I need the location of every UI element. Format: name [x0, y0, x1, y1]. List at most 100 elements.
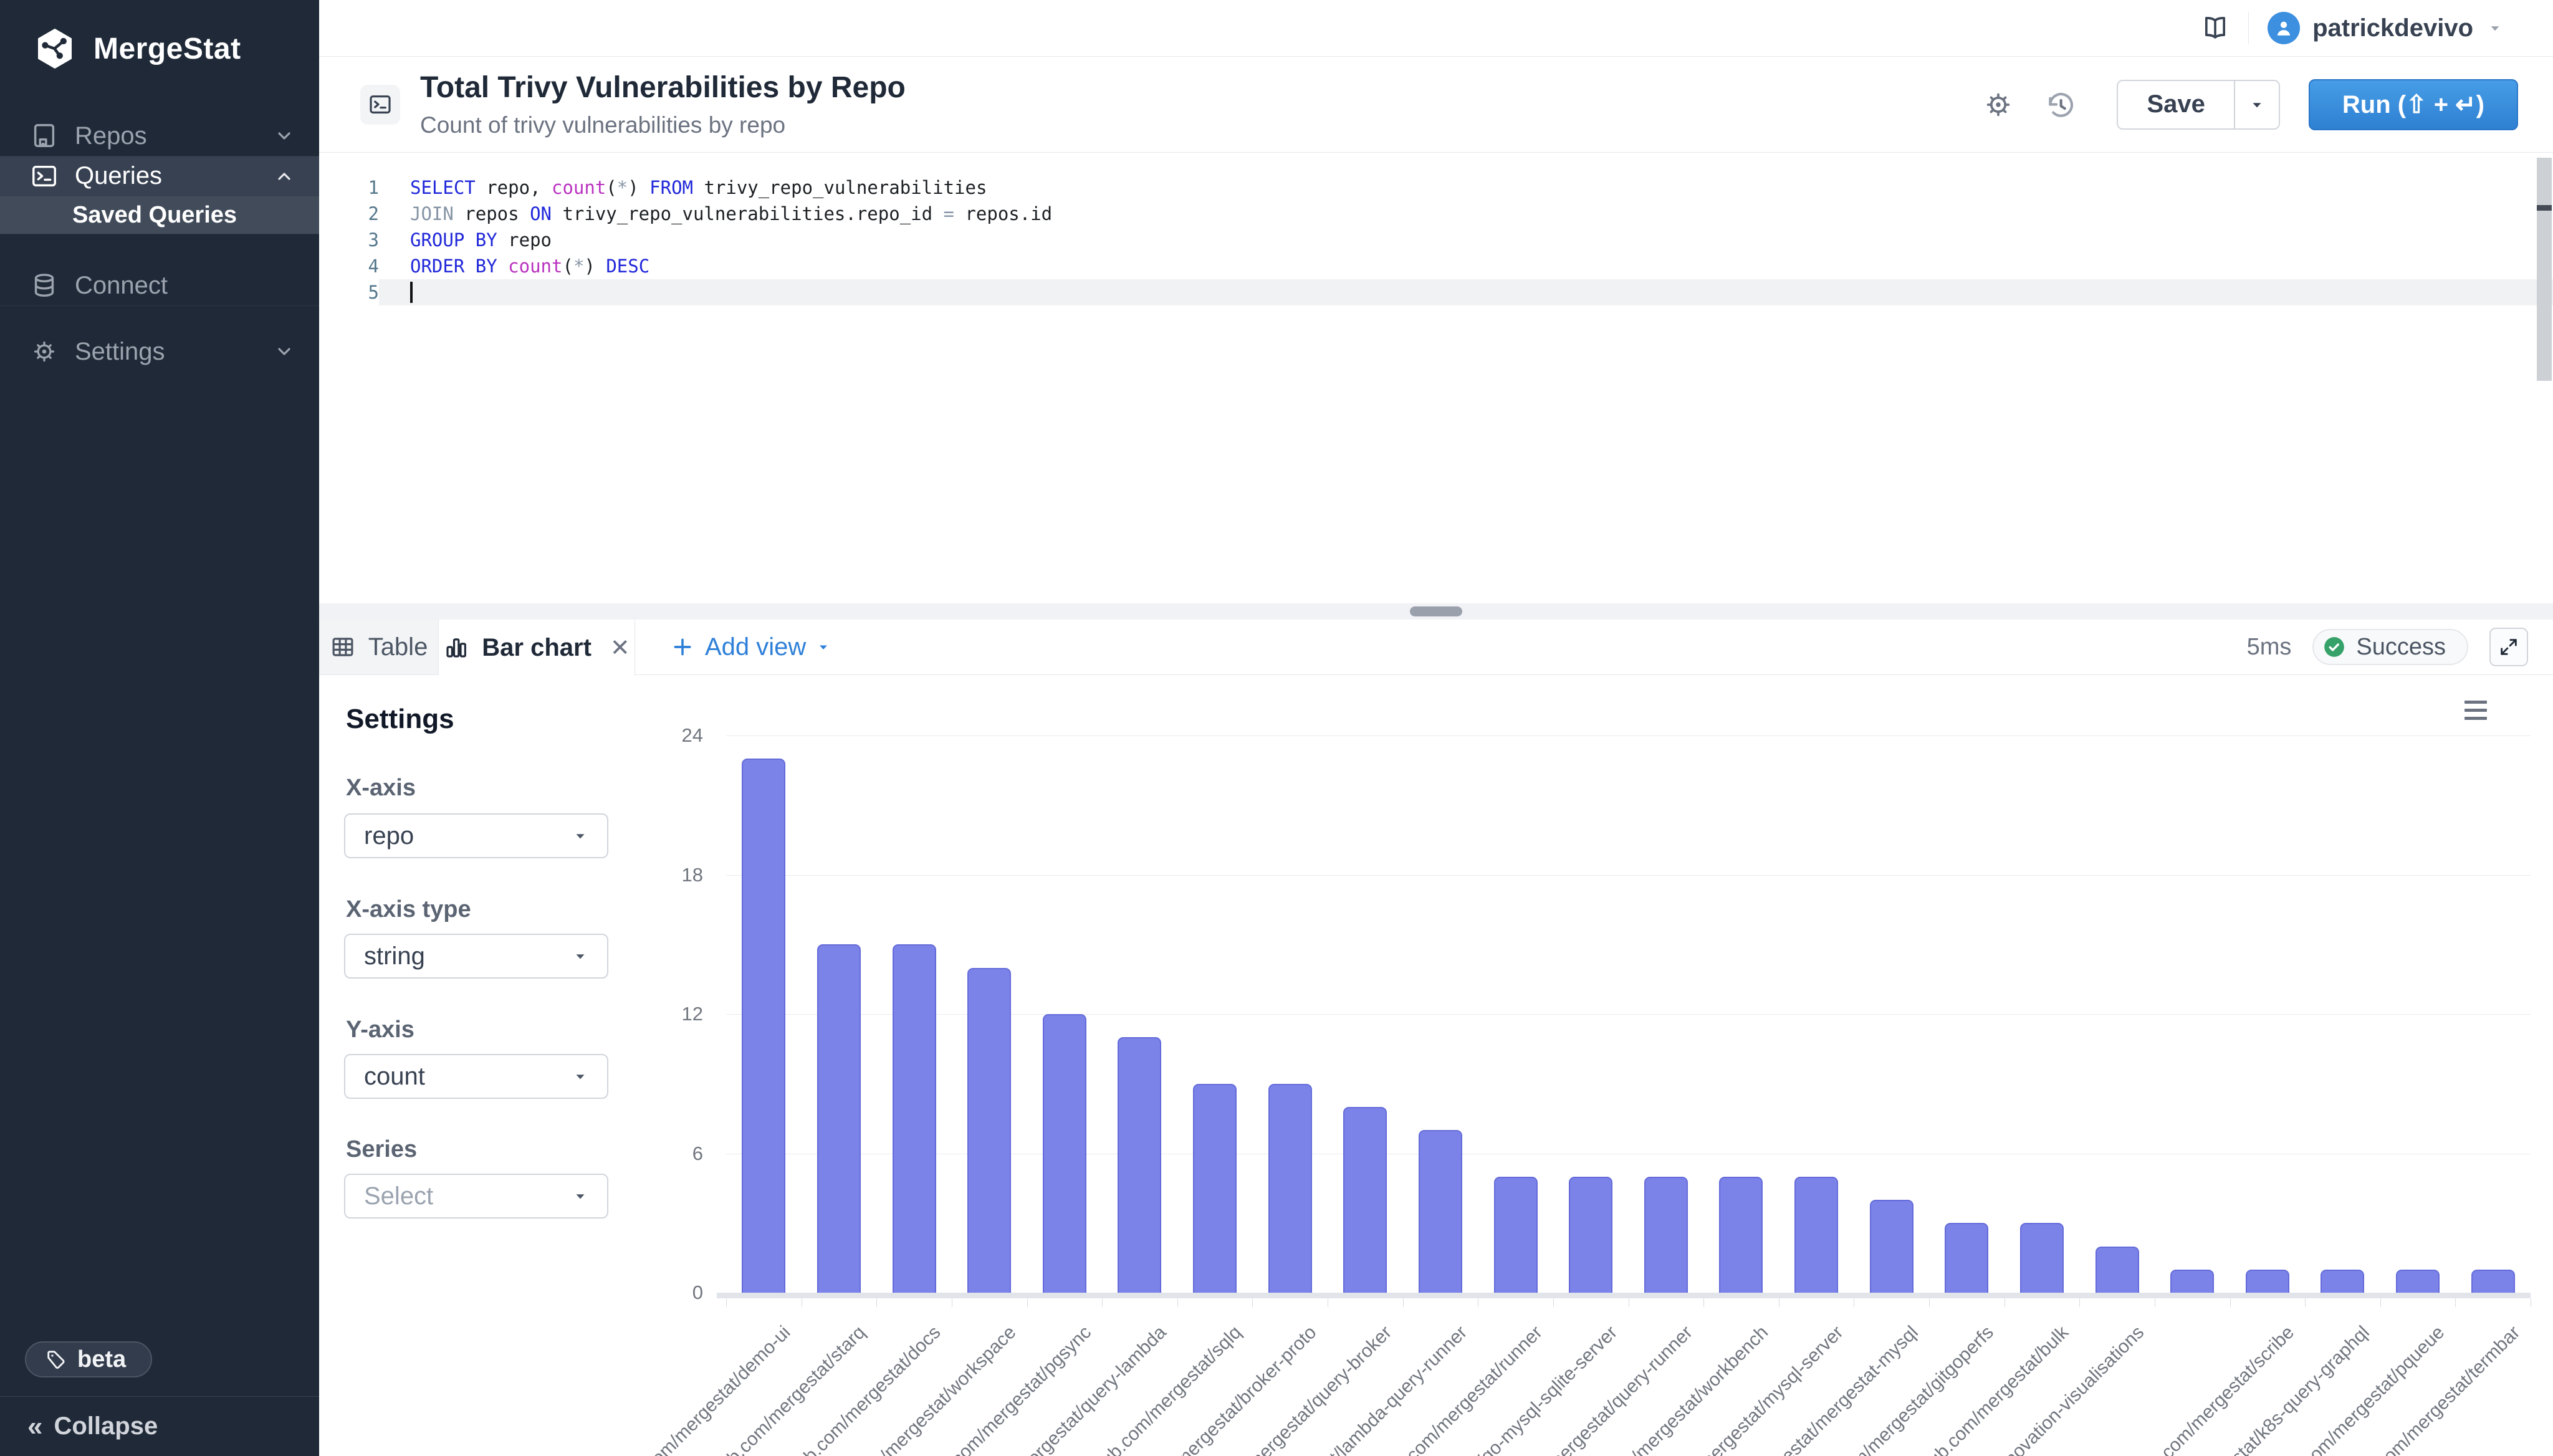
- bar: [1193, 1083, 1237, 1293]
- expand-results-button[interactable]: [2489, 628, 2528, 666]
- docs-book-icon[interactable]: [2201, 14, 2230, 42]
- logo[interactable]: MergeStat: [0, 0, 319, 71]
- query-history-button[interactable]: [2044, 89, 2077, 121]
- gridline: [726, 1014, 2531, 1015]
- editor-line[interactable]: 2 JOIN repos ON trivy_repo_vulnerabilitie…: [319, 201, 2553, 227]
- x-axis-tick: [2305, 1298, 2306, 1307]
- splitter-drag-handle[interactable]: [1410, 606, 1462, 616]
- x-axis-tick: [2230, 1298, 2231, 1307]
- sidebar-item-label: Connect: [75, 271, 168, 299]
- close-tab-icon[interactable]: ✕: [610, 635, 630, 661]
- username[interactable]: patrickdevivo: [2312, 14, 2473, 42]
- y-axis-select[interactable]: count: [344, 1054, 608, 1099]
- y-axis-tick-label: 6: [692, 1142, 703, 1164]
- table-icon: [330, 634, 356, 660]
- sidebar-item-saved-queries[interactable]: Saved Queries: [0, 196, 319, 234]
- logo-text: MergeStat: [93, 32, 241, 65]
- bar: [2095, 1246, 2139, 1293]
- chart-settings-panel: Settings X-axis repo X-axis type string …: [319, 675, 630, 1456]
- editor-line[interactable]: 3 GROUP BY repo: [319, 227, 2553, 253]
- divider: [2248, 12, 2249, 44]
- page-title: Total Trivy Vulnerabilities by Repo: [420, 71, 906, 104]
- beta-label: beta: [77, 1346, 127, 1372]
- editor-line[interactable]: 1 SELECT repo, count(*) FROM trivy_repo_v…: [319, 175, 2553, 201]
- bar: [1794, 1176, 1839, 1293]
- bar: [742, 759, 786, 1293]
- x-axis-type-select[interactable]: string: [344, 934, 608, 979]
- bar: [2019, 1223, 2064, 1293]
- save-button[interactable]: Save: [2118, 80, 2234, 128]
- run-button[interactable]: Run (⇧ + ↵): [2308, 79, 2518, 130]
- add-view-button[interactable]: Add view: [670, 620, 831, 674]
- query-terminal-icon: [360, 84, 400, 125]
- editor-scrollbar[interactable]: [2537, 158, 2552, 381]
- query-settings-button[interactable]: [1982, 89, 2014, 121]
- x-axis-type-label: X-axis type: [346, 896, 471, 922]
- query-duration: 5ms: [2246, 633, 2292, 660]
- series-label: Series: [346, 1136, 418, 1162]
- mergestat-logo-icon: [32, 26, 77, 71]
- chevron-down-icon: [274, 342, 294, 362]
- sidebar-item-queries[interactable]: Queries: [0, 156, 319, 196]
- gridline: [726, 735, 2531, 736]
- results-panel: Settings X-axis repo X-axis type string …: [319, 675, 2553, 1456]
- gridline: [726, 874, 2531, 876]
- database-icon: [30, 271, 59, 300]
- x-axis-tick: [1553, 1298, 1554, 1307]
- bar: [1644, 1176, 1688, 1293]
- bar: [1343, 1107, 1387, 1293]
- text-cursor: [410, 282, 413, 303]
- editor-scroll-marker: [2537, 205, 2552, 211]
- chart-menu-icon[interactable]: [2464, 701, 2487, 725]
- gear-icon: [30, 337, 59, 366]
- line-number: 2: [368, 203, 379, 224]
- editor-line[interactable]: 5: [319, 279, 2553, 305]
- y-axis-tick-label: 24: [681, 724, 703, 746]
- bar: [1268, 1083, 1312, 1293]
- line-number: 5: [368, 282, 379, 303]
- x-axis-tick: [876, 1298, 878, 1307]
- x-axis-tick: [1177, 1298, 1178, 1307]
- top-header: patrickdevivo: [319, 0, 2553, 57]
- settings-heading: Settings: [346, 704, 454, 734]
- code-text: [379, 279, 2553, 305]
- bar: [2396, 1269, 2440, 1293]
- select-caret-icon: [572, 828, 588, 844]
- sql-editor[interactable]: 1 SELECT repo, count(*) FROM trivy_repo_v…: [319, 153, 2553, 603]
- tag-icon: [45, 1348, 67, 1371]
- sidebar-item-settings[interactable]: Settings: [0, 332, 319, 371]
- bar: [1493, 1176, 1538, 1293]
- y-axis-tick-label: 0: [692, 1281, 703, 1303]
- editor-line[interactable]: 4 ORDER BY count(*) DESC: [319, 253, 2553, 279]
- plus-icon: [670, 635, 695, 659]
- save-menu-caret[interactable]: [2233, 80, 2279, 128]
- line-number: 1: [368, 177, 379, 198]
- status-badge: Success: [2312, 629, 2468, 665]
- series-select[interactable]: Select: [344, 1174, 608, 1219]
- panel-splitter[interactable]: [319, 603, 2553, 620]
- sidebar-item-label: Settings: [75, 337, 165, 365]
- sidebar-item-label: Repos: [75, 122, 147, 150]
- bar: [817, 944, 861, 1293]
- bar: [892, 944, 936, 1293]
- select-caret-icon: [572, 1068, 588, 1085]
- sidebar-item-label: Saved Queries: [72, 201, 237, 228]
- bar: [1418, 1130, 1462, 1293]
- select-caret-icon: [572, 948, 588, 964]
- repos-icon: [30, 122, 59, 150]
- bar: [1569, 1176, 1613, 1293]
- avatar[interactable]: [2268, 12, 2301, 44]
- y-axis-label: Y-axis: [346, 1017, 414, 1043]
- x-axis-tick: [1252, 1298, 1253, 1307]
- user-menu-caret-icon[interactable]: [2487, 20, 2503, 36]
- x-axis-select[interactable]: repo: [344, 813, 608, 858]
- tab-table[interactable]: Table: [319, 620, 439, 674]
- y-axis-tick-label: 12: [681, 1003, 703, 1025]
- tab-bar-chart[interactable]: Bar chart ✕: [439, 620, 635, 676]
- sidebar-item-repos[interactable]: Repos: [0, 116, 319, 156]
- select-caret-icon: [572, 1188, 588, 1204]
- sidebar-item-connect[interactable]: Connect: [0, 266, 319, 305]
- collapse-button[interactable]: « Collapse: [0, 1396, 319, 1456]
- x-axis-tick: [1027, 1298, 1028, 1307]
- bar: [2471, 1269, 2515, 1293]
